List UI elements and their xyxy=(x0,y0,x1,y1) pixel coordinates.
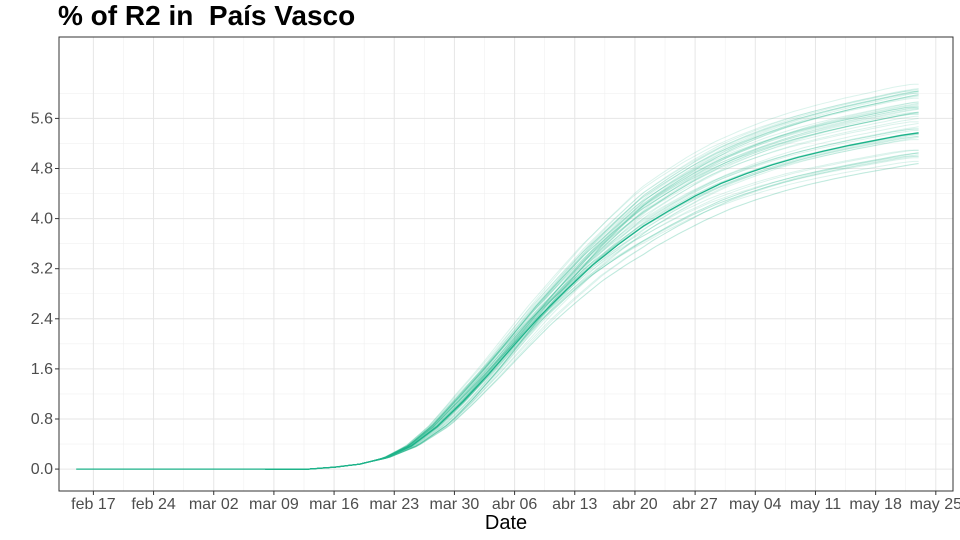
y-tick-label: 2.4 xyxy=(31,311,53,328)
x-tick-label: feb 17 xyxy=(71,496,116,513)
ensemble-line xyxy=(265,128,919,470)
x-tick-label: abr 20 xyxy=(612,496,657,513)
ensemble-line xyxy=(265,126,919,470)
central-series-line xyxy=(76,132,919,470)
ensemble-line xyxy=(265,149,919,470)
x-tick-label: may 18 xyxy=(849,496,902,513)
ensemble-line xyxy=(265,152,919,470)
ensemble-line xyxy=(265,152,919,470)
y-tick-label: 4.0 xyxy=(31,211,53,228)
plot-panel-border xyxy=(58,36,954,492)
ensemble-line xyxy=(265,122,919,470)
chart-title: % of R2 in País Vasco xyxy=(58,0,356,31)
y-tick-label: 1.6 xyxy=(31,361,53,378)
ensemble-line xyxy=(265,162,919,470)
ensemble-line xyxy=(265,90,919,470)
x-tick-label: mar 02 xyxy=(189,496,239,513)
ensemble-line xyxy=(265,160,919,470)
axes: feb 17 feb 24 mar 02 mar 09 mar 16 mar 23 mar … xyxy=(31,110,960,513)
x-tick-label: mar 30 xyxy=(430,496,480,513)
y-tick-label: 5.6 xyxy=(31,110,53,127)
ensemble-line xyxy=(265,139,919,470)
x-tick-label: mar 16 xyxy=(309,496,359,513)
ensemble-line xyxy=(265,128,919,470)
x-tick-label: abr 13 xyxy=(552,496,597,513)
ensemble-line xyxy=(265,115,919,470)
grid-lines xyxy=(59,37,953,491)
y-tick-label: 4.8 xyxy=(31,161,53,178)
ensemble-lines xyxy=(265,83,919,470)
x-tick-label: mar 23 xyxy=(369,496,419,513)
ensemble-line xyxy=(265,107,919,470)
ensemble-line xyxy=(265,103,919,470)
x-axis-title: Date xyxy=(485,512,527,534)
ensemble-line xyxy=(265,152,919,470)
y-tick-label: 0.0 xyxy=(31,461,53,478)
ensemble-line xyxy=(265,92,919,470)
x-tick-label: may 25 xyxy=(910,496,960,513)
ensemble-line xyxy=(265,157,919,470)
x-tick-label: abr 27 xyxy=(672,496,717,513)
y-tick-label: 3.2 xyxy=(31,261,53,278)
y-tick-label: 0.8 xyxy=(31,411,53,428)
ensemble-line xyxy=(265,163,919,470)
x-tick-label: abr 06 xyxy=(492,496,537,513)
ensemble-line xyxy=(265,155,919,470)
x-tick-label: mar 09 xyxy=(249,496,299,513)
ensemble-line xyxy=(265,92,919,470)
ensemble-line xyxy=(265,102,919,470)
x-tick-label: may 11 xyxy=(790,496,841,513)
x-tick-label: feb 24 xyxy=(131,496,176,513)
ensemble-line xyxy=(265,83,919,470)
x-tick-label: may 04 xyxy=(729,496,782,513)
ensemble-line xyxy=(265,149,919,470)
central-series xyxy=(76,132,919,470)
ensemble-line xyxy=(265,106,919,470)
ensemble-line xyxy=(265,155,919,470)
ensemble-line xyxy=(265,102,919,470)
ensemble-line xyxy=(265,106,919,470)
ensemble-line xyxy=(265,104,919,470)
ensemble-line xyxy=(265,154,919,470)
ensemble-line xyxy=(265,88,919,470)
